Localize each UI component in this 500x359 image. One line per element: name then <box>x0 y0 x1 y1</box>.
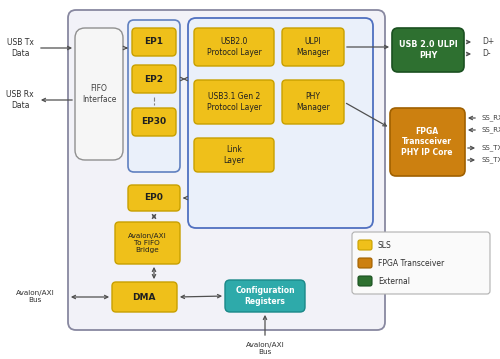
Text: FPGA Transceiver: FPGA Transceiver <box>378 258 444 267</box>
FancyBboxPatch shape <box>194 138 274 172</box>
FancyBboxPatch shape <box>194 28 274 66</box>
Text: Avalon/AXI
Bus: Avalon/AXI Bus <box>16 290 54 303</box>
FancyBboxPatch shape <box>132 28 176 56</box>
Text: FIFO
Interface: FIFO Interface <box>82 84 116 104</box>
Text: Avalon/AXI
Bus: Avalon/AXI Bus <box>246 341 284 354</box>
FancyBboxPatch shape <box>128 185 180 211</box>
Text: ULPI
Manager: ULPI Manager <box>296 37 330 57</box>
Text: USB2.0
Protocol Layer: USB2.0 Protocol Layer <box>206 37 262 57</box>
Text: USB Tx
Data: USB Tx Data <box>6 38 34 58</box>
Text: SLS: SLS <box>378 241 392 250</box>
Text: SS_RX-: SS_RX- <box>481 127 500 134</box>
Text: Link
Layer: Link Layer <box>224 145 244 165</box>
FancyBboxPatch shape <box>225 280 305 312</box>
Text: EP1: EP1 <box>144 37 164 47</box>
Text: D-: D- <box>482 50 490 59</box>
Text: SS_TX+: SS_TX+ <box>481 145 500 151</box>
Text: D+: D+ <box>482 37 494 47</box>
Text: EP30: EP30 <box>142 117 167 126</box>
FancyBboxPatch shape <box>132 65 176 93</box>
FancyBboxPatch shape <box>392 28 464 72</box>
FancyBboxPatch shape <box>128 20 180 172</box>
Text: SS_RX+: SS_RX+ <box>481 115 500 121</box>
FancyBboxPatch shape <box>282 80 344 124</box>
FancyBboxPatch shape <box>112 282 177 312</box>
Text: External: External <box>378 276 410 285</box>
Text: Avalon/AXI
To FIFO
Bridge: Avalon/AXI To FIFO Bridge <box>128 233 166 253</box>
FancyBboxPatch shape <box>115 222 180 264</box>
FancyBboxPatch shape <box>194 80 274 124</box>
FancyBboxPatch shape <box>132 108 176 136</box>
FancyBboxPatch shape <box>358 258 372 268</box>
FancyBboxPatch shape <box>75 28 123 160</box>
Text: FPGA
Transceiver
PHY IP Core: FPGA Transceiver PHY IP Core <box>401 127 453 157</box>
FancyBboxPatch shape <box>188 18 373 228</box>
Text: SS_TX-: SS_TX- <box>481 157 500 163</box>
Text: Configuration
Registers: Configuration Registers <box>235 286 295 306</box>
Text: USB Rx
Data: USB Rx Data <box>6 90 34 110</box>
Text: DMA: DMA <box>132 293 156 302</box>
Text: USB 2.0 ULPI
PHY: USB 2.0 ULPI PHY <box>398 40 458 60</box>
FancyBboxPatch shape <box>352 232 490 294</box>
Text: EP2: EP2 <box>144 75 164 84</box>
FancyBboxPatch shape <box>358 240 372 250</box>
FancyBboxPatch shape <box>282 28 344 66</box>
Text: PHY
Manager: PHY Manager <box>296 92 330 112</box>
FancyBboxPatch shape <box>68 10 385 330</box>
Text: USB3.1 Gen 2
Protocol Layer: USB3.1 Gen 2 Protocol Layer <box>206 92 262 112</box>
FancyBboxPatch shape <box>358 276 372 286</box>
FancyBboxPatch shape <box>390 108 465 176</box>
Text: EP0: EP0 <box>144 194 164 202</box>
